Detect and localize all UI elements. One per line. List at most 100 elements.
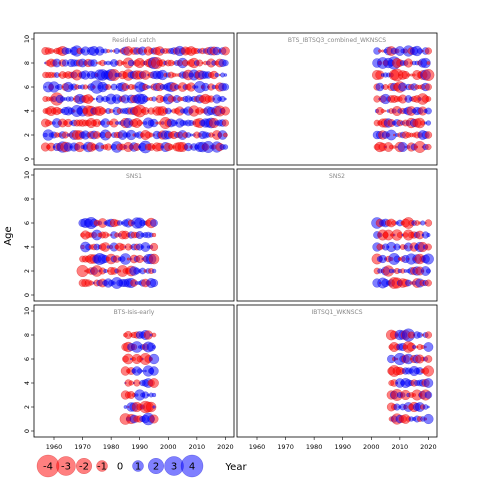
x-tick-label: 2010 (189, 443, 206, 451)
residual-bubble (149, 366, 159, 376)
legend-label: 1 (135, 462, 141, 473)
x-tick-label: 1960 (46, 443, 63, 451)
residual-bubble (108, 108, 114, 114)
residual-bubble (109, 49, 113, 53)
x-tick-label: 1990 (334, 443, 351, 451)
panel-frame (33, 168, 235, 302)
residual-bubble (151, 332, 157, 338)
residual-bubble (425, 96, 432, 102)
residual-bubble (422, 69, 435, 81)
residual-bubble (425, 268, 431, 274)
residual-bubble (224, 97, 227, 101)
residual-bubble (92, 97, 96, 101)
residual-bubble (222, 144, 229, 150)
legend: -4 -3 -2 -1 0 1 2 3 4 (36, 454, 204, 478)
legend-label: 4 (189, 462, 195, 473)
residual-bubble (221, 46, 230, 56)
legend-bubble (56, 456, 76, 476)
residual-bubble (424, 279, 432, 287)
residual-bubble (426, 232, 431, 238)
legend-label: -2 (79, 462, 89, 473)
panel-title: SNS2 (329, 173, 345, 180)
residual-bubble (148, 353, 160, 365)
residual-bubble (223, 132, 228, 138)
residual-bubble (137, 368, 143, 374)
residual-bubble (393, 133, 396, 137)
residual-bubble (149, 278, 159, 288)
legend-label: 3 (171, 462, 177, 473)
residual-bubble (424, 219, 433, 227)
y-tick-label: 0 (23, 293, 31, 297)
residual-bubble (425, 120, 432, 126)
residual-bubble (380, 108, 385, 114)
residual-bubble (151, 268, 157, 274)
y-tick-label: 6 (23, 85, 31, 89)
y-tick-label: 8 (23, 333, 31, 337)
residual-bubble (424, 47, 432, 55)
x-tick-label: 1980 (306, 443, 323, 451)
y-tick-label: 10 (23, 171, 31, 179)
y-tick-label: 4 (23, 109, 31, 113)
panel-title: SNS1 (126, 173, 142, 180)
residual-bubble (427, 405, 430, 409)
y-tick-label: 2 (23, 133, 31, 137)
y-tick-label: 0 (23, 429, 31, 433)
legend-label: -1 (97, 462, 107, 473)
y-tick-label: 0 (23, 157, 31, 161)
residual-bubble (424, 355, 433, 363)
legend-bubble (148, 458, 164, 474)
residual-bubble (149, 378, 159, 388)
panel-frame (33, 32, 235, 166)
y-tick-label: 2 (23, 269, 31, 273)
y-tick-label: 8 (23, 61, 31, 65)
residual-bubble (424, 391, 433, 399)
y-tick-label: 10 (23, 35, 31, 43)
residual-bubble (423, 378, 434, 388)
legend-label: 0 (117, 462, 123, 473)
residual-bubble (425, 107, 432, 115)
panel-frame (33, 304, 235, 438)
residual-bubble (222, 59, 229, 67)
x-tick-label: 1960 (249, 443, 266, 451)
x-axis-label: Year (224, 462, 247, 473)
residual-bubble (221, 83, 230, 91)
residual-bubble (384, 109, 387, 113)
residual-bubble (151, 232, 157, 238)
legend-bubble (132, 460, 144, 472)
y-tick-label: 2 (23, 405, 31, 409)
residual-bubble (214, 72, 220, 78)
legend-bubble (180, 454, 204, 478)
residual-bubble (145, 401, 157, 413)
residual-bubble (424, 83, 432, 91)
panel-frame (236, 168, 438, 302)
x-tick-label: 1990 (131, 443, 148, 451)
residual-bubble (126, 257, 130, 261)
y-tick-label: 6 (23, 357, 31, 361)
residual-bubble (422, 365, 434, 377)
residual-bubble (422, 253, 434, 265)
panel-grid: Residual catch 0 2 4 6 8 10 BTS_IBTSQ3_combined… (23, 32, 438, 451)
panel: SNS2 (236, 168, 438, 302)
residual-bubble (424, 131, 433, 139)
residual-bubble (88, 96, 94, 102)
panel-frame (236, 32, 438, 166)
y-tick-label: 10 (23, 307, 31, 315)
residual-bubble (220, 106, 230, 116)
residual-bubble (146, 85, 151, 89)
residual-bubble (103, 268, 108, 274)
residual-bubble (424, 331, 433, 339)
residual-bubble (155, 121, 159, 125)
panel: SNS1 0 2 4 6 8 10 (23, 168, 235, 302)
legend-bubble (96, 460, 108, 472)
residual-bubble (423, 413, 434, 425)
legend-bubble (76, 458, 92, 474)
y-tick-label: 4 (23, 245, 31, 249)
panel-title: IBTSQ1_WKNSCS (311, 309, 362, 316)
residual-bubble (149, 414, 159, 424)
residual-bubble (420, 220, 426, 226)
residual-bubble (106, 233, 110, 237)
x-tick-label: 2020 (420, 443, 437, 451)
x-tick-label: 2000 (160, 443, 177, 451)
panel: BTS_IBTSQ3_combined_WKNSCS (236, 32, 438, 166)
residual-bubble (426, 61, 431, 65)
